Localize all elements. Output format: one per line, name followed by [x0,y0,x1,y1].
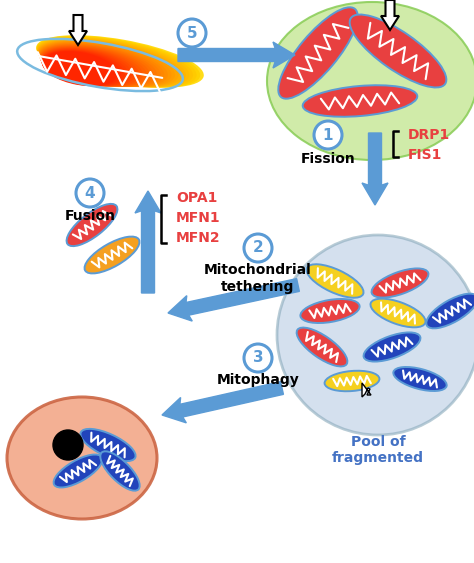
Circle shape [244,344,272,372]
Ellipse shape [41,47,139,87]
Text: 5: 5 [187,25,197,41]
Ellipse shape [40,47,143,87]
Ellipse shape [277,235,474,435]
Text: Fission: Fission [301,152,356,166]
Ellipse shape [297,328,347,367]
FancyArrow shape [69,15,87,45]
Ellipse shape [38,41,175,87]
Text: 4: 4 [85,185,95,200]
Polygon shape [362,383,371,397]
Ellipse shape [39,43,164,87]
Ellipse shape [350,15,447,87]
Ellipse shape [81,429,136,461]
Ellipse shape [39,44,157,87]
FancyArrow shape [362,133,388,205]
Ellipse shape [267,2,474,160]
Ellipse shape [100,452,140,491]
Text: OPA1
MFN1
MFN2: OPA1 MFN1 MFN2 [176,191,220,244]
Text: Mitophagy: Mitophagy [217,373,300,387]
FancyArrow shape [168,279,300,321]
Circle shape [178,19,206,47]
FancyArrow shape [162,382,283,423]
Ellipse shape [278,7,358,99]
Ellipse shape [38,40,179,87]
Text: 2: 2 [253,240,264,256]
Ellipse shape [42,50,125,86]
FancyArrow shape [178,42,295,68]
Ellipse shape [36,37,197,87]
Ellipse shape [7,397,157,519]
Ellipse shape [41,49,128,86]
Ellipse shape [301,299,360,323]
Ellipse shape [303,85,417,117]
Text: 1: 1 [323,127,333,142]
Ellipse shape [40,45,150,87]
Ellipse shape [36,36,200,87]
Ellipse shape [36,35,204,88]
FancyArrow shape [381,0,399,30]
Ellipse shape [364,332,420,361]
Ellipse shape [372,269,428,298]
Ellipse shape [37,37,193,87]
Ellipse shape [41,48,132,86]
Ellipse shape [426,294,474,328]
Text: DRP1
FIS1: DRP1 FIS1 [408,128,450,162]
Ellipse shape [39,43,161,87]
Ellipse shape [40,44,154,87]
Ellipse shape [84,236,139,274]
FancyArrow shape [135,191,161,293]
Ellipse shape [38,39,182,87]
Ellipse shape [371,299,426,327]
Text: Mitochondrial
tethering: Mitochondrial tethering [204,263,312,294]
Ellipse shape [42,51,118,86]
Ellipse shape [37,38,190,87]
Ellipse shape [66,204,118,246]
Ellipse shape [393,367,447,391]
Text: 3: 3 [253,351,264,365]
Circle shape [76,179,104,207]
Ellipse shape [39,42,168,87]
Ellipse shape [41,48,136,86]
Circle shape [53,430,83,460]
Ellipse shape [38,41,172,87]
Text: Pool of
fragmented: Pool of fragmented [332,435,424,465]
Circle shape [244,234,272,262]
Ellipse shape [325,371,379,391]
Circle shape [314,121,342,149]
Text: Fusion: Fusion [64,209,116,223]
Ellipse shape [37,38,186,87]
Ellipse shape [42,51,121,86]
Ellipse shape [40,46,146,87]
Ellipse shape [54,454,102,488]
Ellipse shape [307,264,364,298]
